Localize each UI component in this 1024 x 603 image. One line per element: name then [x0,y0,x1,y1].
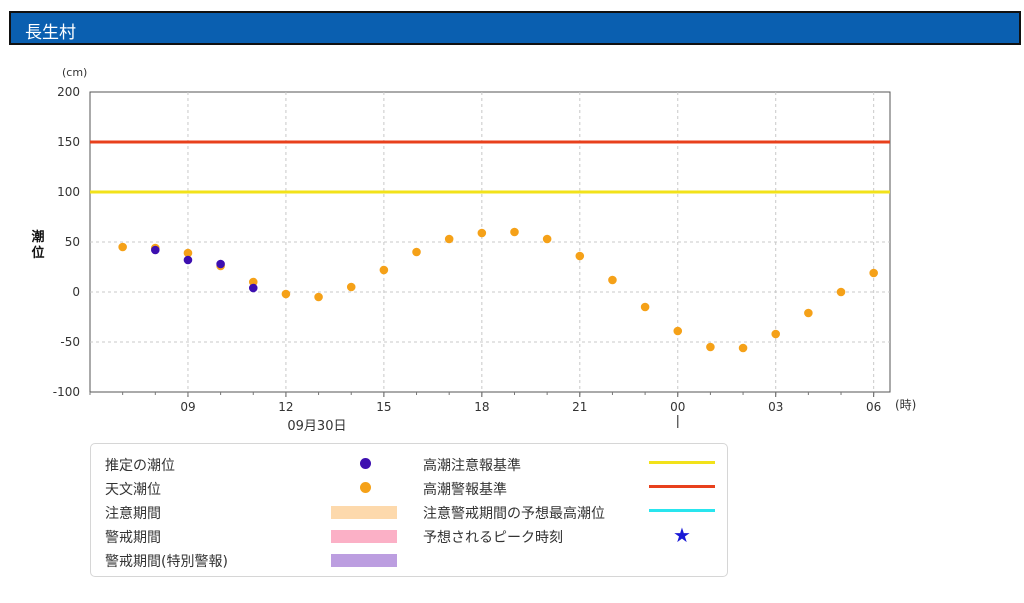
x-tick-label: 06 [866,400,881,414]
data-point [183,255,193,265]
x-tick-label: 03 [768,400,783,414]
data-point [346,282,356,292]
data-point [248,283,258,293]
data-point [412,247,421,257]
title-bar: 長生村 [9,11,1021,45]
legend-marker-estimated [360,458,371,469]
legend-label-special-warning-period: 警戒期間(特別警報) [105,554,228,570]
x-unit-label: (時) [895,398,916,412]
legend-label-peak-time: 予想されるピーク時刻 [423,530,563,546]
y-tick-label: 150 [57,135,80,149]
tide-chart: 200 150 100 50 0 -50 -100 09 12 15 18 21 00 03 06 09月30… [31,66,916,434]
data-point [379,265,389,275]
legend-label-warning-level: 高潮警報基準 [423,482,507,498]
y-tick-label: 100 [57,185,80,199]
data-point [183,248,193,258]
legend-label-caution-period: 注意期間 [105,506,161,522]
data-point [640,302,650,312]
data-point [542,234,552,244]
data-point [314,292,323,302]
x-tick-label: 15 [376,400,391,414]
legend-swatch-warning-period [331,530,397,543]
data-point [836,287,846,297]
data-point [771,329,781,339]
data-point [510,227,519,237]
data-point [151,245,160,255]
y-tick-label: -100 [53,385,80,399]
data-point [477,228,487,238]
legend-label-predicted-max: 注意警戒期間の予想最高潮位 [423,506,605,522]
data-point [575,251,585,261]
legend-line-warning-level [649,485,715,488]
legend-marker-astronomical [360,482,371,493]
x-tick-label: 09 [180,400,195,414]
data-point [281,289,291,299]
y-tick-label: 50 [65,235,80,249]
legend-swatch-caution-period [331,506,397,519]
y-unit-label: (cm) [62,66,87,79]
x-tick-label: 21 [572,400,587,414]
y-tick-label: 0 [72,285,80,299]
data-point [118,242,127,252]
page-title: 長生村 [25,23,76,43]
legend-line-advisory-level [649,461,715,464]
legend-label-warning-period: 警戒期間 [105,530,161,546]
y-axis-label: 位 [31,245,44,261]
data-point [673,326,683,336]
y-tick-label: -50 [60,335,80,349]
data-point [804,308,813,318]
legend-line-predicted-max [649,509,715,512]
x-tick-label: 00 [670,400,685,414]
legend-label-estimated: 推定の潮位 [105,458,175,474]
data-point [738,343,748,353]
data-point [869,268,878,278]
legend-swatch-special-warning-period [331,554,397,567]
date-label: 09月30日 [287,419,346,434]
legend-label-advisory-level: 高潮注意報基準 [423,458,521,474]
legend: 推定の潮位 天文潮位 注意期間 警戒期間 警戒期間(特別警報) 高潮注意報基準 … [90,443,728,577]
x-tick-label: 12 [278,400,293,414]
data-point [248,277,258,287]
x-tick-label: 18 [474,400,489,414]
data-point [444,234,454,244]
data-point [608,275,617,285]
data-point [706,342,715,352]
y-axis-label: 潮 [31,229,44,245]
star-icon: ★ [673,523,691,547]
y-tick-label: 200 [57,85,80,99]
data-point [216,259,225,269]
legend-label-astronomical: 天文潮位 [105,482,161,498]
